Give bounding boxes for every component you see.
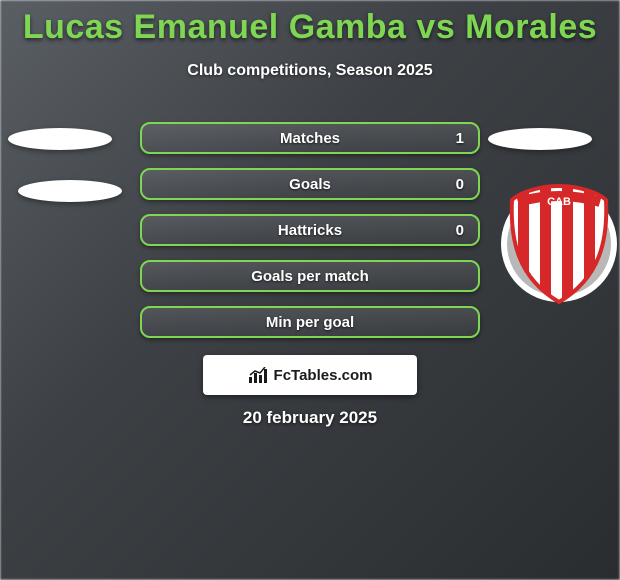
stat-row-goals: Goals 0: [140, 168, 480, 200]
date-text: 20 february 2025: [0, 408, 620, 428]
right-team-crest: CAB: [500, 180, 618, 308]
right-team-badge-1: [488, 128, 592, 150]
stat-value: 1: [456, 130, 464, 147]
stat-label: Goals per match: [251, 268, 369, 285]
attribution-text: FcTables.com: [274, 367, 373, 384]
subtitle: Club competitions, Season 2025: [0, 62, 620, 80]
stat-row-hattricks: Hattricks 0: [140, 214, 480, 246]
stat-label: Hattricks: [278, 222, 342, 239]
stat-row-min-per-goal: Min per goal: [140, 306, 480, 338]
stat-label: Goals: [289, 176, 331, 193]
attribution-badge: FcTables.com: [203, 355, 417, 395]
stat-row-matches: Matches 1: [140, 122, 480, 154]
stat-label: Matches: [280, 130, 340, 147]
stat-value: 0: [456, 222, 464, 239]
stat-value: 0: [456, 176, 464, 193]
page-title: Lucas Emanuel Gamba vs Morales: [0, 8, 620, 47]
left-team-badge-2: [18, 180, 122, 202]
chart-icon: [248, 367, 268, 383]
svg-text:CAB: CAB: [547, 196, 571, 208]
stat-row-goals-per-match: Goals per match: [140, 260, 480, 292]
left-team-badge-1: [8, 128, 112, 150]
stat-label: Min per goal: [266, 314, 354, 331]
